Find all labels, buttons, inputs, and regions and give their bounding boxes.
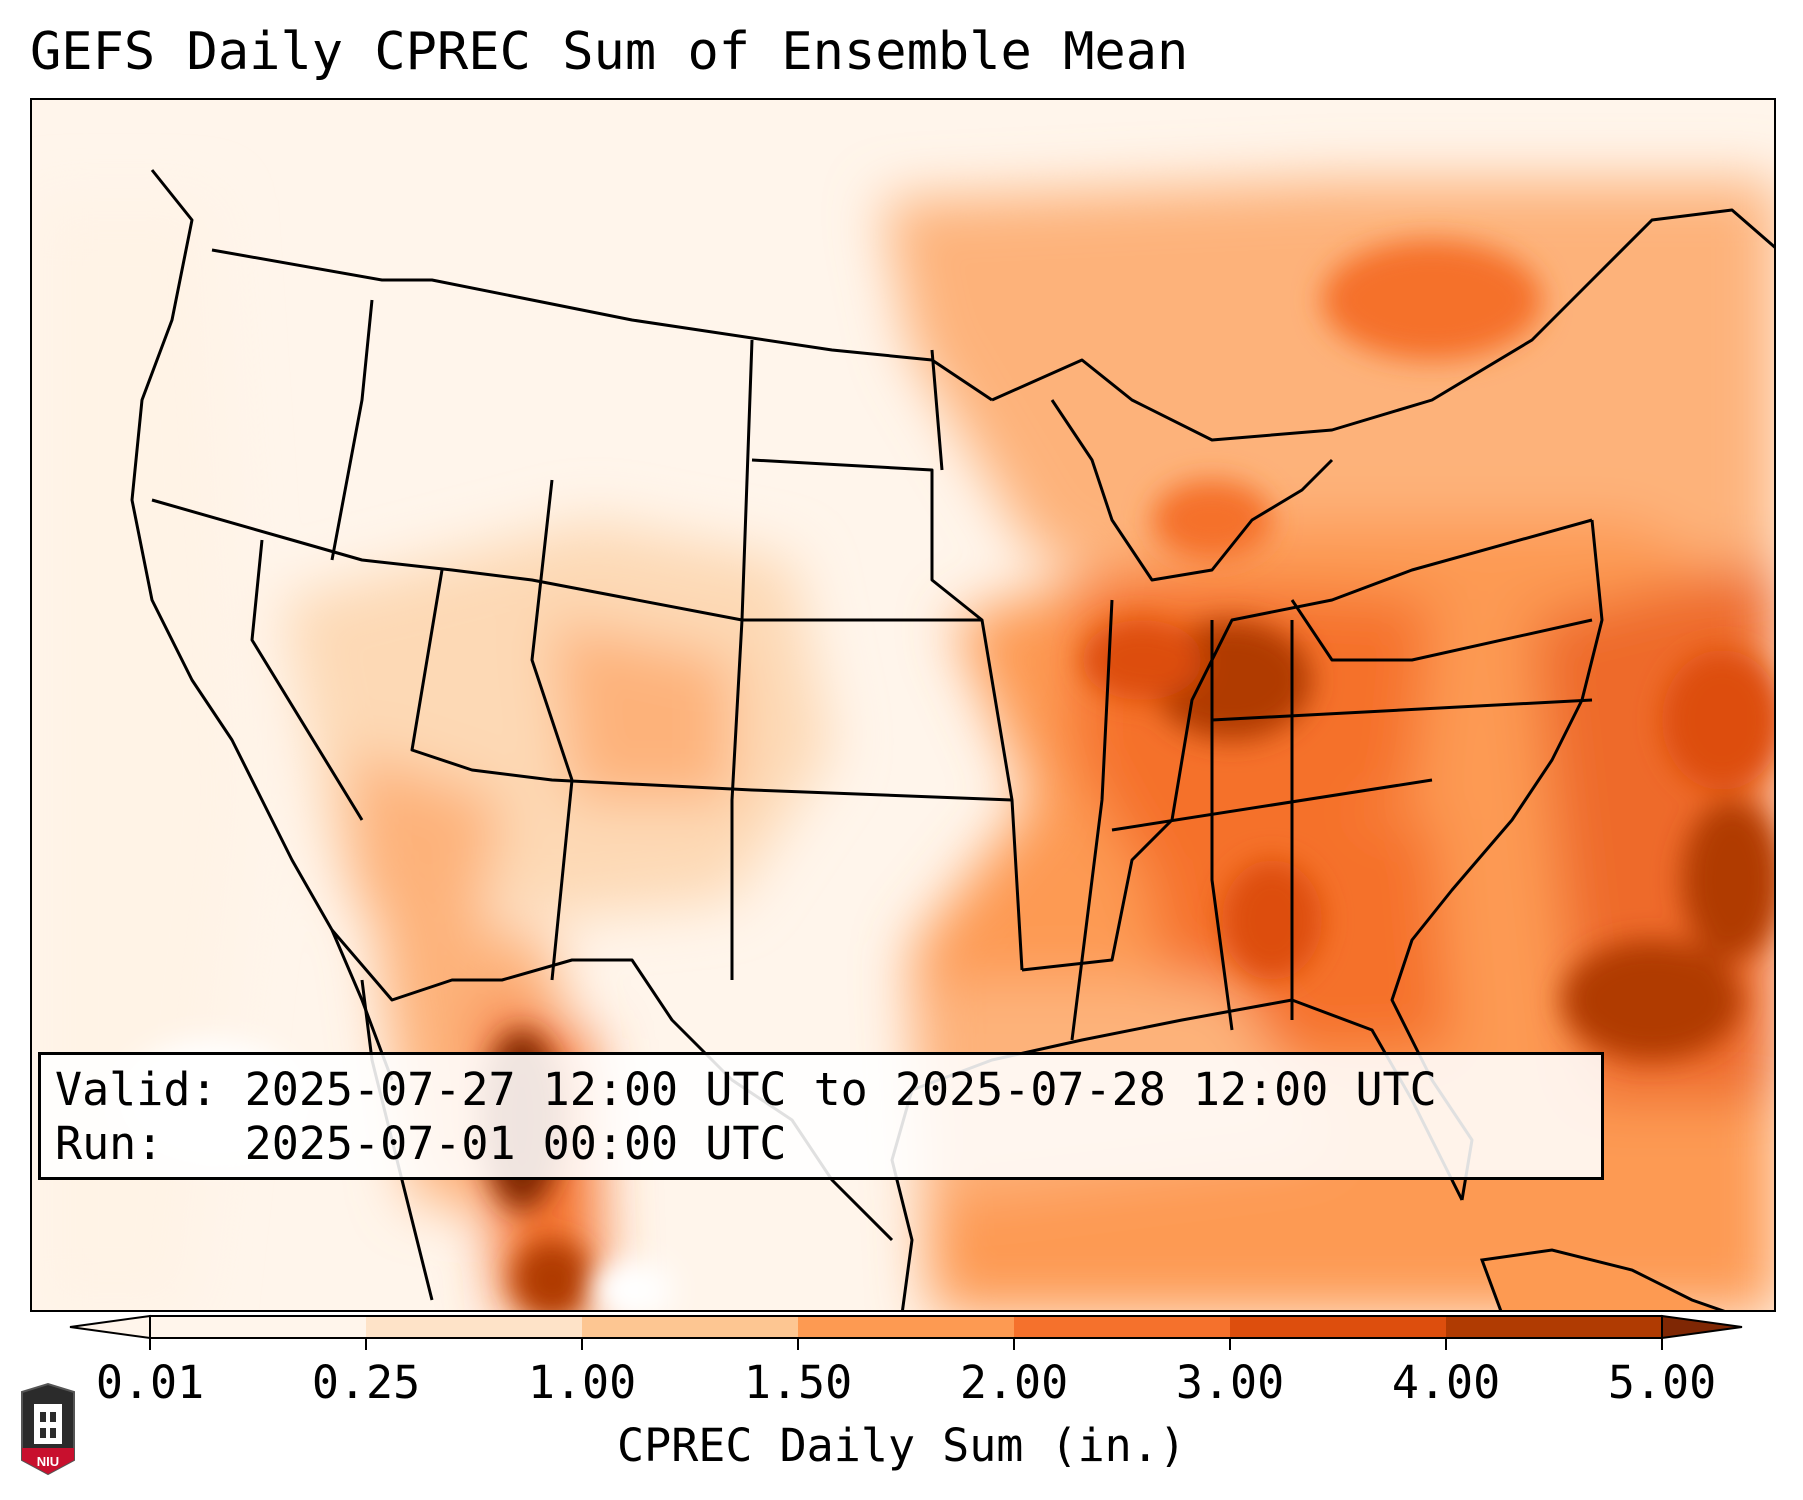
niu-logo-text: NIU <box>37 1454 59 1469</box>
state-border-l <box>1210 620 1234 1031</box>
colorbar-segments <box>69 1314 1743 1340</box>
state-border-f <box>550 779 574 981</box>
state-border-b <box>330 299 374 561</box>
niu-seal-icon: NIU <box>21 1382 75 1476</box>
state-border-m <box>1111 778 1433 832</box>
colorbar-segment <box>798 1316 1015 1338</box>
colorbar-segment <box>1230 1316 1447 1338</box>
state-border-d <box>410 569 1013 802</box>
state-border-p <box>1211 698 1593 722</box>
colorbar-label: CPREC Daily Sum (in.) <box>617 1419 1186 1472</box>
state-border-n <box>1290 599 1593 662</box>
colorbar-tick-label: 1.00 <box>527 1356 637 1409</box>
state-border-g <box>730 339 754 980</box>
state-border-k <box>1070 599 1114 1041</box>
colorbar-tick-label: 5.00 <box>1607 1356 1717 1409</box>
colorbar-ticks <box>149 1338 1663 1350</box>
validity-info-box: Valid: 2025-07-27 12:00 UTC to 2025-07-2… <box>38 1052 1604 1180</box>
colorbar-extend-min <box>69 1314 151 1340</box>
great-lakes-border <box>991 208 1774 442</box>
map-title: GEFS Daily CPREC Sum of Ensemble Mean <box>30 22 1189 82</box>
valid-label: Valid: <box>55 1063 218 1116</box>
valid-line: Valid: 2025-07-27 12:00 UTC to 2025-07-2… <box>55 1063 1587 1117</box>
colorbar-segment <box>1014 1316 1231 1338</box>
colorbar-segment <box>150 1316 367 1338</box>
colorbar-tick-label: 0.01 <box>95 1356 205 1409</box>
run-value: 2025-07-01 00:00 UTC <box>244 1117 787 1170</box>
state-border-i <box>930 349 944 471</box>
colorbar-tick-label: 0.25 <box>311 1356 421 1409</box>
colorbar-tick-label: 2.00 <box>959 1356 1069 1409</box>
colorbar-tick-label: 4.00 <box>1391 1356 1501 1409</box>
run-line: Run: 2025-07-01 00:00 UTC <box>55 1117 1587 1171</box>
colorbar-tick-label: 3.00 <box>1175 1356 1285 1409</box>
colorbar-outline <box>149 1315 1663 1339</box>
state-border-h <box>751 458 1024 971</box>
state-border-e <box>530 479 574 781</box>
colorbar-segment <box>582 1316 799 1338</box>
colorbar-segment <box>366 1316 583 1338</box>
colorbar-segment <box>1446 1316 1663 1338</box>
colorbar-tick-label: 1.50 <box>743 1356 853 1409</box>
great-lakes-shoreline <box>1050 399 1334 582</box>
valid-value: 2025-07-27 12:00 UTC to 2025-07-28 12:00… <box>244 1063 1437 1116</box>
state-border-c <box>250 539 364 821</box>
state-border-j <box>1021 518 1593 972</box>
colorbar-extend-max <box>1661 1314 1743 1340</box>
run-label: Run: <box>55 1117 164 1170</box>
cuba-island <box>1479 1248 1726 1310</box>
